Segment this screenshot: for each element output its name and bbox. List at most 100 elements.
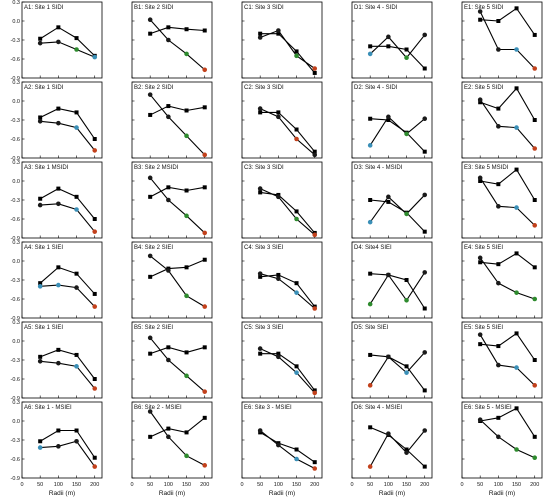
data-point-circle xyxy=(147,175,153,181)
chart-panel: 0.3 0.0 -0.3 -0.6 -0.9 A3: Site 1 MSIDI xyxy=(11,160,103,242)
data-point-square xyxy=(184,188,189,193)
data-point-circle xyxy=(404,450,409,455)
data-point-square xyxy=(478,342,483,347)
data-point-square xyxy=(496,344,501,349)
series-line xyxy=(149,105,205,116)
data-point-square xyxy=(184,265,189,270)
chart-panel: E3: Site 5 MSIDI xyxy=(461,161,543,239)
data-point-square xyxy=(74,194,79,199)
panel-title: B5: Site 2 SIEI xyxy=(134,325,173,331)
y-tick-label: -0.6 xyxy=(11,57,20,63)
data-point-circle xyxy=(367,51,373,57)
data-point-circle xyxy=(404,370,409,375)
data-point-circle xyxy=(257,35,263,40)
series-line xyxy=(369,272,426,305)
data-point-circle xyxy=(184,293,189,299)
panel-title: A6: Site 1 - MSIEI xyxy=(24,405,72,411)
data-point-square xyxy=(312,388,317,393)
series-line xyxy=(480,7,536,36)
data-point-square xyxy=(294,447,299,452)
data-point-circle xyxy=(404,131,409,137)
data-point-circle xyxy=(166,114,171,120)
y-tick-label: -0.6 xyxy=(11,377,20,383)
data-point-square xyxy=(56,106,61,111)
data-point-circle xyxy=(312,306,318,311)
series-line xyxy=(370,354,426,391)
data-point-square xyxy=(422,306,427,311)
x-tick-label: 0 xyxy=(350,482,353,488)
panel-title: E4: Site 5 SIEI xyxy=(464,245,503,251)
data-point-circle xyxy=(422,270,428,275)
data-point-circle xyxy=(37,202,43,208)
data-point-circle xyxy=(477,97,483,103)
data-point-square xyxy=(38,281,43,286)
panel-title: D6: Site 4 - MSIEI xyxy=(354,405,402,411)
plot-frame xyxy=(461,241,543,319)
data-point-circle xyxy=(202,67,208,73)
panel-title: B2: Site 2 SIDI xyxy=(134,85,174,91)
data-point-square xyxy=(514,86,519,91)
data-point-circle xyxy=(166,197,171,203)
data-point-circle xyxy=(367,219,373,225)
data-point-circle xyxy=(147,409,153,414)
x-tick-label: 100 xyxy=(384,482,393,488)
y-tick-label: 0.0 xyxy=(12,179,20,185)
data-point-circle xyxy=(147,335,153,341)
data-point-circle xyxy=(422,116,428,122)
y-tick-label: -0.3 xyxy=(11,118,20,124)
data-point-circle xyxy=(166,37,171,43)
series-line xyxy=(369,352,426,386)
data-point-square xyxy=(404,278,409,282)
data-point-square xyxy=(422,229,427,234)
data-point-square xyxy=(202,345,207,350)
plot-frame xyxy=(241,241,323,319)
data-point-circle xyxy=(37,358,43,364)
data-point-circle xyxy=(56,201,61,207)
data-point-circle xyxy=(532,383,538,388)
series-line xyxy=(479,257,535,300)
data-point-square xyxy=(532,265,537,270)
series-line xyxy=(480,252,536,268)
x-tick-label: 100 xyxy=(164,482,173,488)
series-line xyxy=(369,34,426,59)
series-line xyxy=(40,41,95,58)
series-line xyxy=(149,19,206,71)
chart-panel: 0 50 100 150 200 Radii (m) D6: Site 4 - MSIEI xyxy=(350,401,433,497)
series-line xyxy=(40,360,96,389)
panel-title: E6: Site 3 - MSIEI xyxy=(244,405,292,411)
data-point-square xyxy=(514,6,519,11)
data-point-circle xyxy=(496,362,501,368)
data-point-circle xyxy=(422,192,428,198)
data-point-square xyxy=(478,260,483,265)
chart-panel: 0.3 0.0 -0.3 -0.6 -0.90 50 100 150 200 Radii (m) A… xyxy=(11,400,103,497)
x-tick-label: 150 xyxy=(402,482,411,488)
chart-panel: B4: Site 2 SIEI xyxy=(131,241,213,319)
data-point-circle xyxy=(56,282,61,288)
data-point-circle xyxy=(514,205,519,210)
data-point-circle xyxy=(56,444,61,449)
data-point-circle xyxy=(386,34,391,40)
panel-title: C5: Site 3 SIEI xyxy=(244,325,284,331)
data-point-square xyxy=(148,194,153,199)
data-point-circle xyxy=(514,447,519,452)
data-point-square xyxy=(276,272,281,277)
chart-panel: E5: Site 5 SIEI xyxy=(461,321,543,399)
series-line xyxy=(39,187,96,220)
data-point-square xyxy=(74,271,79,276)
series-line xyxy=(259,348,316,394)
data-point-square xyxy=(202,185,207,190)
data-point-circle xyxy=(312,390,318,396)
series-line xyxy=(479,334,536,386)
x-tick-label: 50 xyxy=(37,482,43,488)
panel-title: B1: Site 2 SIDI xyxy=(134,5,174,11)
series-line xyxy=(40,440,96,467)
series-line xyxy=(370,199,426,233)
data-point-circle xyxy=(184,51,189,57)
data-point-square xyxy=(148,434,153,439)
data-point-circle xyxy=(202,230,208,236)
data-point-square xyxy=(38,115,43,120)
series-line xyxy=(369,430,426,467)
series-line xyxy=(479,177,536,226)
data-point-square xyxy=(312,149,317,154)
chart-panel: D1: Site 4 - SIDI xyxy=(351,1,433,79)
